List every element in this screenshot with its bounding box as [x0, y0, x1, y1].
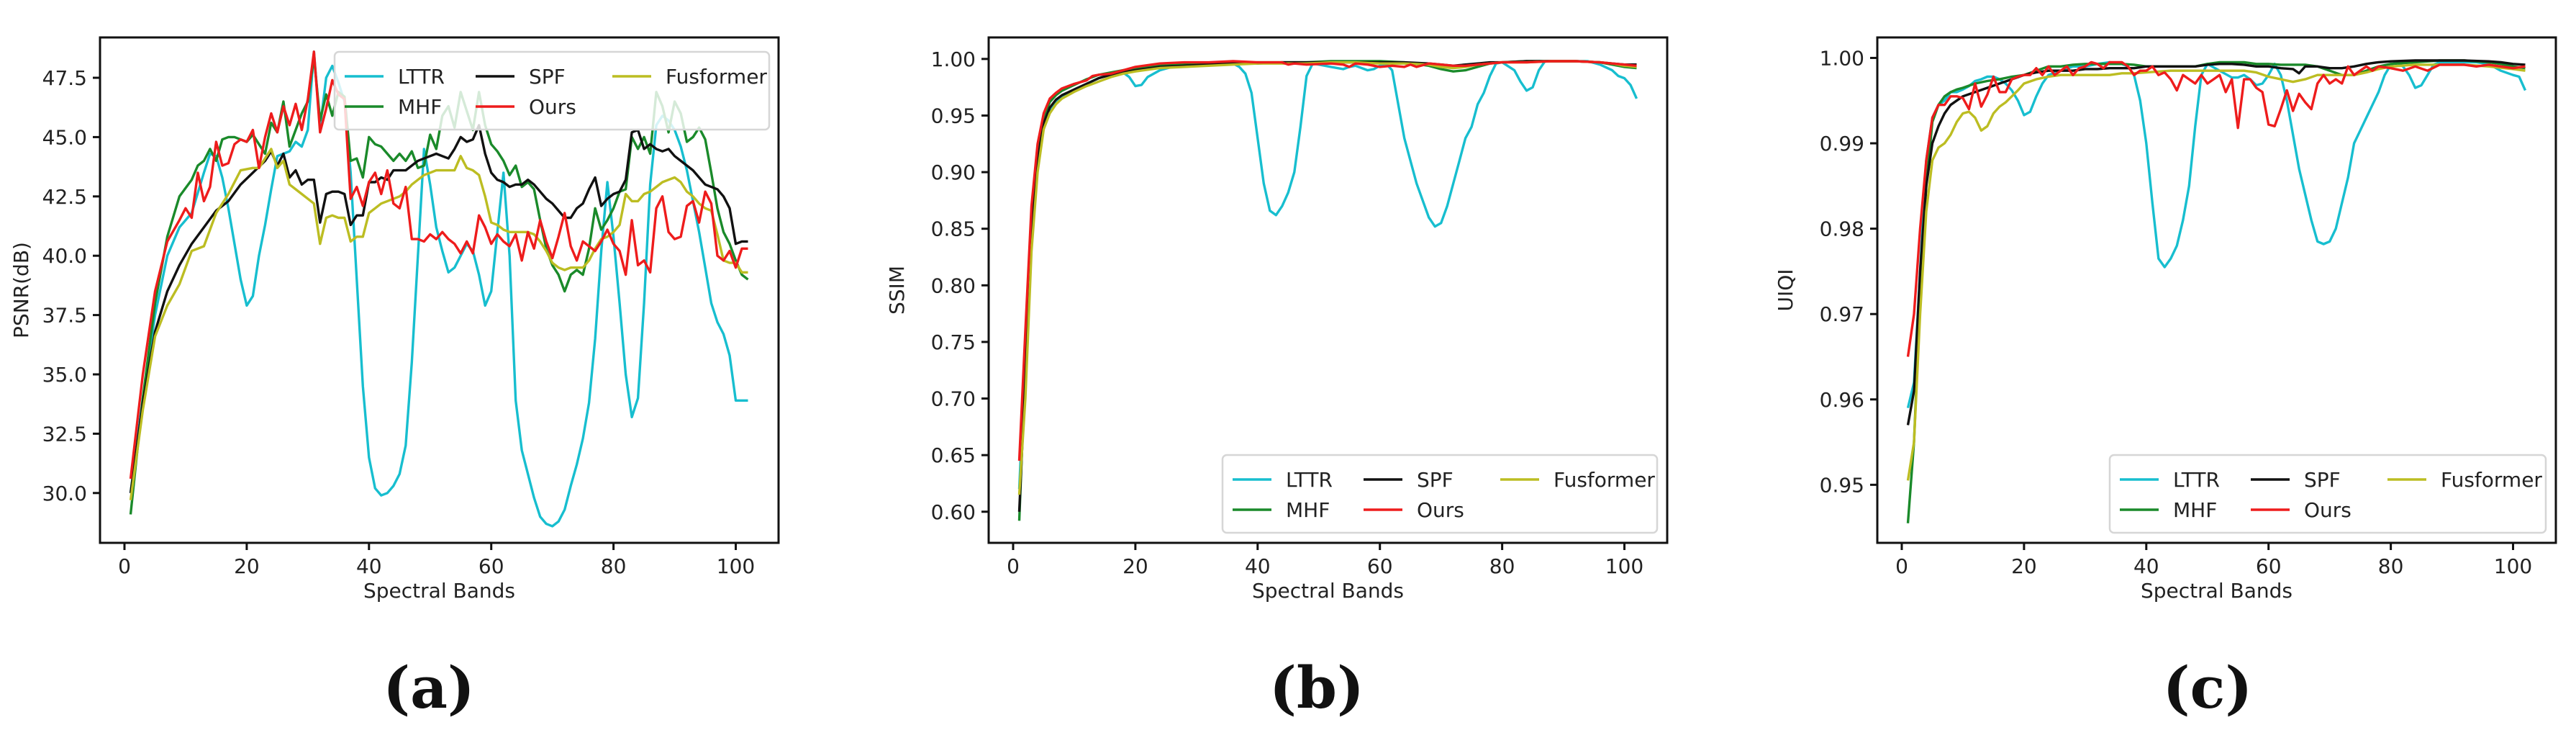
y-tick-label: 0.97 [1820, 302, 1864, 326]
axes-frame [99, 36, 780, 544]
axes-frame [987, 36, 1669, 544]
y-tick-label: 37.5 [42, 304, 87, 328]
legend-label-spf: SPF [1417, 468, 1453, 492]
y-tick-label: 32.5 [42, 422, 87, 446]
series-line-spf [129, 124, 748, 494]
series-line-spf [1017, 60, 1637, 512]
y-tick-label: 42.5 [42, 185, 87, 209]
series-line-mhf [1906, 59, 2526, 523]
axes-frame [1876, 36, 2557, 544]
x-tick-label: 100 [717, 554, 755, 578]
legend-label-lttr: LTTR [1286, 468, 1333, 492]
chart-c: 0 20 40 60 80 100 0.95 0.96 0.97 0.98 0.99 1.00 Spec… [1774, 36, 2557, 603]
plot-area [129, 50, 749, 528]
series-line-ours [129, 50, 748, 479]
x-tick-label: 0 [1895, 554, 1908, 578]
series-line-fusformer [1906, 63, 2526, 481]
x-tick-label: 20 [1123, 554, 1148, 578]
x-axis-label: Spectral Bands [363, 579, 515, 603]
y-axis-label: UIQI [1774, 269, 1797, 311]
caption-a: (a) [383, 654, 475, 721]
legend-label-fusformer: Fusformer [666, 65, 767, 89]
series-line-lttr [1906, 60, 2527, 408]
x-tick-label: 60 [1367, 554, 1393, 578]
legend-label-mhf: MHF [2173, 498, 2217, 522]
legend-label-ours: Ours [1417, 498, 1464, 522]
y-tick-label: 40.0 [42, 244, 87, 268]
series-line-mhf [1017, 60, 1637, 521]
legend: LTTR SPF Fusformer MHF Ours [333, 50, 771, 131]
plot-area [1017, 60, 1638, 521]
legend-label-ours: Ours [529, 95, 576, 119]
legend-label-spf: SPF [2304, 468, 2341, 492]
plot-area [1906, 59, 2527, 523]
y-tick-label: 1.00 [1820, 46, 1864, 70]
y-tick-label: 0.80 [931, 274, 976, 297]
y-tick-label: 1.00 [931, 48, 976, 71]
series-line-lttr [1017, 60, 1638, 490]
x-tick-label: 40 [356, 554, 382, 578]
legend-label-ours: Ours [2304, 498, 2351, 522]
series-line-fusformer [129, 148, 748, 500]
series-line-lttr [129, 50, 748, 528]
legend-label-mhf: MHF [398, 95, 442, 119]
y-tick-label: 47.5 [42, 66, 87, 90]
y-tick-label: 0.70 [931, 387, 976, 411]
caption-b: (b) [1269, 654, 1364, 721]
x-tick-label: 40 [1245, 554, 1271, 578]
series-line-ours [1017, 60, 1637, 461]
x-axis-label: Spectral Bands [2141, 579, 2292, 603]
x-axis-label: Spectral Bands [1252, 579, 1404, 603]
y-tick-label: 0.99 [1820, 132, 1864, 156]
caption-c: (c) [2162, 654, 2253, 721]
x-tick-label: 0 [1007, 554, 1020, 578]
y-axis-label: SSIM [885, 266, 909, 315]
x-tick-label: 80 [1489, 554, 1515, 578]
series-line-fusformer [1017, 60, 1637, 495]
x-tick-label: 20 [2011, 554, 2037, 578]
x-tick-label: 40 [2133, 554, 2159, 578]
series-line-spf [1906, 59, 2526, 425]
x-tick-label: 0 [118, 554, 131, 578]
y-tick-label: 0.96 [1820, 388, 1864, 412]
y-tick-label: 30.0 [42, 482, 87, 505]
y-tick-label: 0.85 [931, 217, 976, 241]
y-axis-label: PSNR(dB) [9, 242, 33, 338]
y-tick-label: 35.0 [42, 363, 87, 387]
y-tick-label: 0.98 [1820, 217, 1864, 241]
x-tick-label: 100 [2494, 554, 2532, 578]
y-tick-label: 0.60 [931, 500, 976, 524]
legend-label-mhf: MHF [1286, 498, 1330, 522]
x-tick-label: 80 [601, 554, 627, 578]
legend-label-spf: SPF [529, 65, 566, 89]
legend-label-fusformer: Fusformer [1554, 468, 1655, 492]
y-tick-label: 0.90 [931, 161, 976, 184]
x-tick-label: 60 [479, 554, 504, 578]
x-tick-label: 60 [2256, 554, 2282, 578]
legend: LTTR SPF Fusformer MHF Ours [1221, 454, 1659, 534]
legend-label-lttr: LTTR [2173, 468, 2220, 492]
y-tick-label: 0.95 [931, 104, 976, 127]
chart-a: 0 20 40 60 80 100 30.0 32.5 35.0 37.5 40.0 42.5 45.0… [9, 36, 780, 603]
y-tick-label: 45.0 [42, 125, 87, 149]
legend-label-fusformer: Fusformer [2441, 468, 2542, 492]
x-tick-label: 100 [1605, 554, 1643, 578]
legend: LTTR SPF Fusformer MHF Ours [2108, 454, 2547, 534]
series-line-ours [1906, 60, 2526, 357]
y-tick-label: 0.95 [1820, 473, 1864, 497]
y-tick-label: 0.65 [931, 443, 976, 467]
chart-b: 0 20 40 60 80 100 0.60 0.65 0.70 0.75 0.80 0.85 0.90… [885, 36, 1669, 603]
x-tick-label: 20 [234, 554, 260, 578]
x-tick-label: 80 [2378, 554, 2404, 578]
y-tick-label: 0.75 [931, 330, 976, 354]
legend-label-lttr: LTTR [398, 65, 445, 89]
